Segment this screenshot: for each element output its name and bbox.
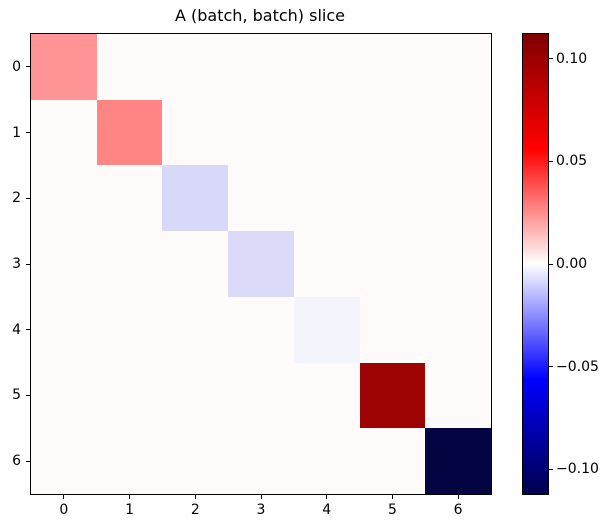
x-tick-label-1: 1	[125, 502, 135, 518]
x-tick-mark-2	[194, 495, 196, 499]
y-tick-mark-6	[26, 460, 30, 462]
x-tick-mark-1	[129, 495, 131, 499]
x-tick-mark-6	[457, 495, 459, 499]
y-tick-label-1: 1	[12, 124, 21, 141]
colorbar-tick-mark-0	[549, 58, 553, 60]
colorbar-tick-label-0: 0.10	[556, 50, 588, 67]
x-tick-label-3: 3	[256, 502, 266, 518]
x-tick-label-4: 4	[322, 502, 332, 518]
chart-title: A (batch, batch) slice	[175, 6, 345, 25]
heatmap-plot	[30, 33, 492, 495]
x-tick-label-5: 5	[387, 502, 397, 518]
colorbar-tick-label-1: 0.05	[556, 153, 588, 170]
y-tick-mark-0	[26, 66, 30, 68]
y-tick-mark-2	[26, 197, 30, 199]
heatmap-cell-2-2	[162, 165, 229, 232]
colorbar-tick-label-4: −0.10	[556, 461, 599, 478]
y-tick-mark-5	[26, 394, 30, 396]
heatmap-cell-5-5	[359, 362, 426, 429]
x-tick-label-0: 0	[59, 502, 69, 518]
y-tick-mark-3	[26, 263, 30, 265]
x-tick-mark-4	[326, 495, 328, 499]
y-tick-label-6: 6	[12, 453, 21, 470]
x-tick-label-6: 6	[453, 502, 463, 518]
y-tick-label-4: 4	[12, 321, 21, 338]
colorbar-tick-mark-1	[549, 160, 553, 162]
heatmap-cell-6-6	[425, 428, 491, 494]
colorbar-tick-label-2: 0.00	[556, 256, 588, 272]
y-tick-mark-4	[26, 329, 30, 331]
colorbar-tick-label-3: −0.05	[556, 358, 599, 375]
heatmap-cell-0-0	[31, 34, 97, 100]
y-tick-label-2: 2	[12, 190, 21, 207]
colorbar-tick-mark-3	[549, 366, 553, 368]
x-tick-mark-3	[260, 495, 262, 499]
heatmap-cell-4-4	[293, 296, 360, 363]
x-tick-label-2: 2	[190, 502, 200, 518]
colorbar-tick-mark-2	[549, 263, 553, 265]
x-tick-mark-5	[391, 495, 393, 499]
heatmap-cell-3-3	[228, 231, 294, 297]
heatmap-cell-1-1	[96, 99, 163, 166]
colorbar-tick-mark-4	[549, 468, 553, 470]
y-tick-mark-1	[26, 132, 30, 134]
colorbar	[522, 33, 549, 495]
x-tick-mark-0	[63, 495, 65, 499]
y-tick-label-3: 3	[12, 256, 21, 272]
y-tick-label-5: 5	[12, 387, 21, 404]
y-tick-label-0: 0	[12, 58, 21, 75]
